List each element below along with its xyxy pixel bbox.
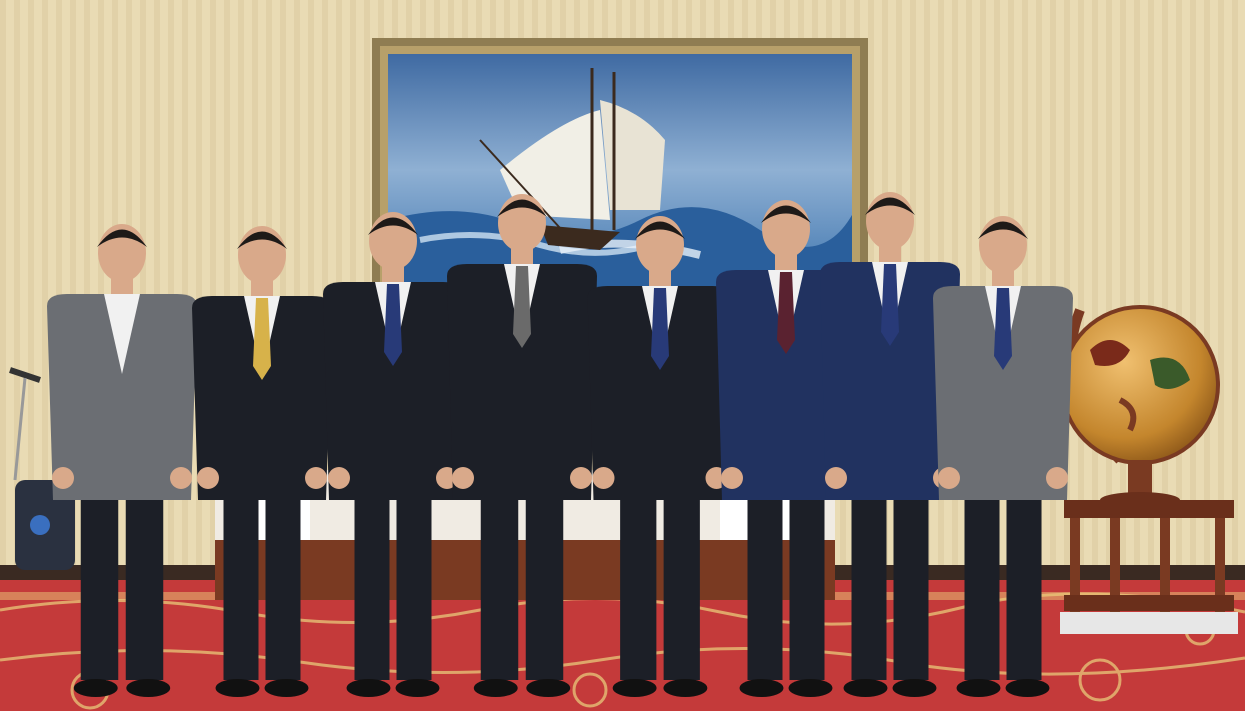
left-shoe	[73, 679, 118, 697]
suit-jacket	[933, 286, 1073, 500]
suit-jacket	[192, 296, 332, 500]
left-shoe	[215, 679, 260, 697]
left-shoe	[739, 679, 784, 697]
person-6	[716, 200, 856, 697]
tie	[994, 288, 1012, 370]
suit-jacket	[323, 282, 463, 500]
shirt	[104, 294, 140, 374]
right-shoe	[788, 679, 833, 697]
left-shoe	[843, 679, 888, 697]
tie	[651, 288, 669, 370]
person-5	[587, 216, 733, 697]
world-globe	[1060, 305, 1220, 508]
tie	[384, 284, 402, 366]
tie	[777, 272, 795, 354]
left-shoe	[612, 679, 657, 697]
left-hand	[197, 467, 219, 489]
right-shoe	[395, 679, 440, 697]
hair	[761, 205, 811, 223]
left-hand	[938, 467, 960, 489]
left-hand	[825, 467, 847, 489]
person-8	[933, 216, 1073, 697]
left-shoe	[473, 679, 518, 697]
right-shoe	[663, 679, 708, 697]
tie	[253, 298, 271, 380]
suit-jacket	[47, 294, 197, 500]
suit-jacket	[820, 262, 960, 500]
right-shoe	[264, 679, 309, 697]
right-hand	[1046, 467, 1068, 489]
left-hand	[592, 467, 615, 489]
left-hand	[52, 467, 74, 489]
person-1	[47, 224, 197, 697]
hair	[97, 229, 147, 247]
right-shoe	[526, 679, 571, 697]
right-shoe	[126, 679, 171, 697]
wooden-side-table	[1060, 500, 1238, 634]
hair	[635, 221, 685, 239]
left-hand	[328, 467, 350, 489]
hair	[978, 221, 1028, 239]
left-shoe	[346, 679, 391, 697]
right-shoe	[892, 679, 937, 697]
tie	[881, 264, 899, 346]
person-3	[323, 212, 463, 697]
equipment-left	[9, 367, 75, 570]
people-group	[47, 192, 1073, 697]
suit-jacket	[716, 270, 856, 500]
person-2	[192, 226, 332, 697]
hair	[237, 231, 287, 249]
hair	[865, 197, 915, 215]
suit-jacket	[587, 286, 733, 500]
suit-jacket	[447, 264, 597, 500]
hair	[497, 199, 547, 217]
tie	[513, 266, 531, 348]
left-hand	[452, 467, 474, 489]
left-shoe	[956, 679, 1001, 697]
right-hand	[305, 467, 327, 489]
person-4	[447, 194, 597, 697]
left-hand	[721, 467, 743, 489]
hair	[368, 217, 418, 235]
right-hand	[170, 467, 192, 489]
right-shoe	[1005, 679, 1050, 697]
right-hand	[570, 467, 592, 489]
